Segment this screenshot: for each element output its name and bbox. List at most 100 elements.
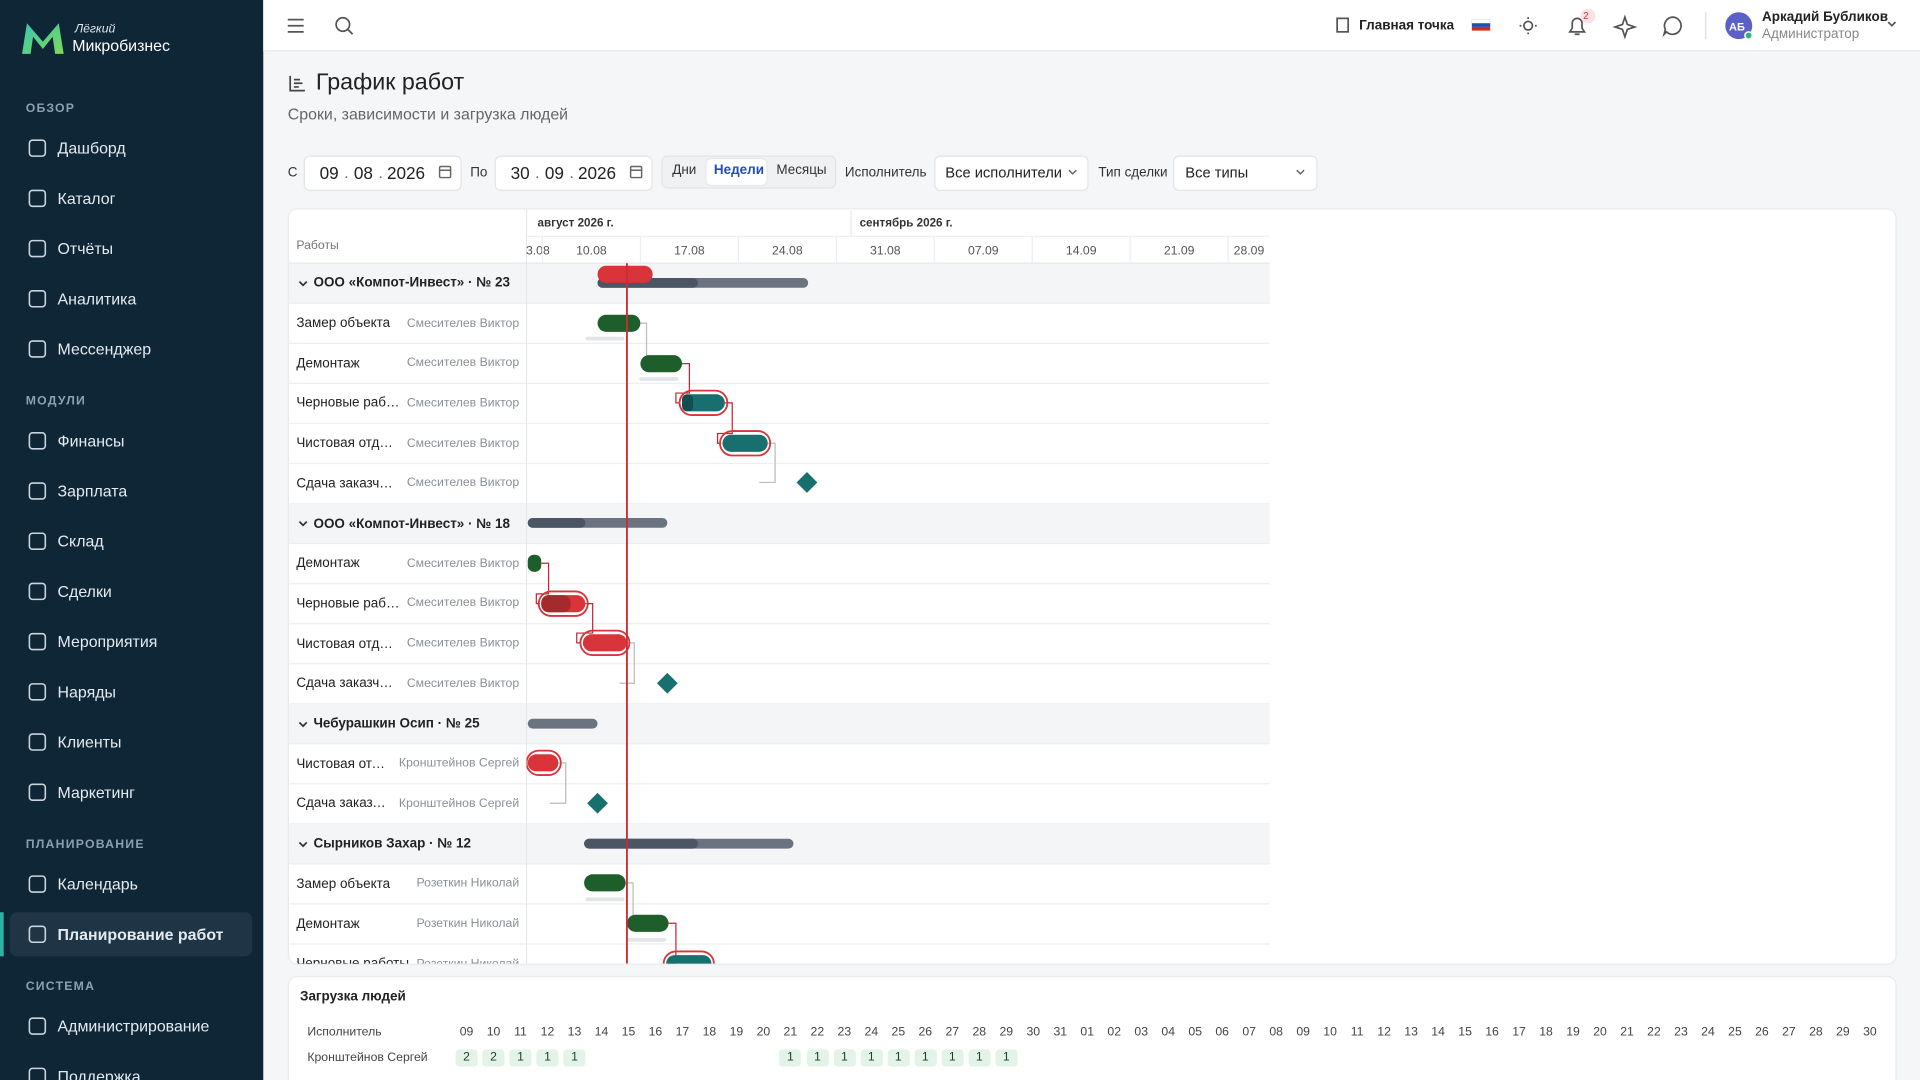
date-part[interactable]: 2026 — [577, 162, 617, 183]
task-row[interactable]: Чистовая отделка Смесителев Виктор — [288, 423, 527, 463]
task-row[interactable]: Демонтаж Смесителев Виктор — [288, 544, 527, 584]
nav-section-title: ПЛАНИРОВАНИЕ — [25, 838, 145, 852]
nav-item[interactable]: Дашборд — [57, 138, 126, 158]
group-row[interactable]: ООО «Компот-Инвест» · № 23 — [288, 263, 527, 303]
day-label: 26 — [1755, 1025, 1769, 1039]
date-part[interactable]: 09 — [319, 162, 339, 183]
task-row[interactable]: Демонтаж Розеткин Николай — [288, 904, 527, 944]
nav-item[interactable]: Мессенджер — [57, 339, 152, 359]
nav-item[interactable]: Мероприятия — [57, 632, 158, 651]
load-cell: 1 — [860, 1049, 883, 1067]
nav-item[interactable]: Каталог — [57, 189, 116, 208]
group-title: ООО «Компот-Инвест» · № 23 — [313, 275, 511, 291]
task-row[interactable]: Сдача заказчику Смесителев Виктор — [288, 664, 527, 704]
month-label: сентябрь 2026 г. — [860, 217, 953, 230]
flag[interactable] — [1471, 19, 1491, 31]
nav-icon — [28, 632, 47, 651]
group-row[interactable]: ООО «Компот-Инвест» · № 18 — [288, 503, 527, 543]
user-chevron[interactable] — [1887, 21, 1897, 27]
nav-icon — [28, 139, 47, 157]
nav-icon — [28, 532, 47, 550]
nav-icon — [28, 925, 47, 944]
nav-item[interactable]: Поддержка — [57, 1067, 141, 1080]
view-option[interactable]: Недели — [713, 162, 764, 178]
location-icon — [1336, 17, 1350, 33]
ai-icon[interactable] — [1612, 14, 1638, 40]
to-date[interactable] — [494, 155, 653, 192]
chevron[interactable] — [298, 839, 309, 850]
nav-item[interactable]: Календарь — [57, 874, 138, 894]
task-row[interactable]: Демонтаж Смесителев Виктор — [288, 343, 527, 383]
task-row[interactable]: Черновые работы Розеткин Николай — [288, 944, 527, 964]
chevron[interactable] — [298, 718, 309, 729]
task-row[interactable]: Чистовая отделка Кронштейнов Сергей — [288, 744, 527, 784]
day-label: 28 — [1809, 1025, 1823, 1039]
chevron[interactable] — [298, 278, 309, 289]
chevron[interactable] — [298, 518, 309, 529]
notification-count: 2 — [1583, 10, 1589, 22]
theme-icon[interactable] — [1519, 17, 1537, 35]
date-part[interactable]: 09 — [544, 162, 564, 183]
chevron-path — [298, 521, 308, 527]
group-row[interactable]: Чебурашкин Осип · № 25 — [288, 704, 527, 744]
task-assignee: Смесителев Виктор — [406, 356, 520, 371]
day-label: 15 — [621, 1025, 636, 1039]
task-name: Чистовая отделка — [296, 436, 400, 451]
task-row[interactable]: Замер объекта Розеткин Николай — [288, 864, 527, 904]
deal-type-select[interactable] — [1173, 155, 1318, 192]
nav-item[interactable]: Отчёты — [57, 239, 114, 258]
nav-item[interactable]: Финансы — [57, 431, 125, 451]
week-label: 31.08 — [870, 244, 901, 258]
day-label: 06 — [1215, 1025, 1229, 1039]
day-label: 11 — [514, 1025, 527, 1039]
search-icon[interactable] — [335, 16, 354, 35]
nav-item[interactable]: Клиенты — [57, 732, 122, 752]
task-row[interactable]: Черновые работы Смесителев Виктор — [288, 383, 527, 423]
task-row[interactable]: Сдача заказчику Кронштейнов Сергей — [288, 784, 527, 824]
bell-icon[interactable] — [1568, 17, 1587, 36]
nav-icon — [28, 683, 47, 701]
day-label: 19 — [729, 1025, 744, 1039]
date-part[interactable]: 08 — [353, 162, 373, 183]
menu-icon[interactable] — [287, 18, 304, 33]
task-row[interactable]: Черновые работы Смесителев Виктор — [288, 584, 527, 624]
nav-item[interactable]: Зарплата — [57, 481, 128, 501]
user-role: Администратор — [1762, 26, 1860, 42]
day-label: 16 — [1485, 1025, 1499, 1039]
from-date[interactable] — [303, 155, 462, 192]
executor-select[interactable] — [934, 155, 1089, 192]
brand-small: Лёгкий — [74, 22, 116, 37]
date-separator: . — [378, 163, 383, 182]
nav-item[interactable]: Администрирование — [57, 1016, 210, 1036]
executor-value[interactable]: Все исполнители — [945, 164, 1062, 182]
nav-icon — [28, 875, 47, 893]
view-option[interactable]: Месяцы — [776, 162, 827, 178]
week-label: 07.09 — [968, 244, 999, 258]
chat-icon[interactable] — [1662, 16, 1682, 38]
deal-type-value[interactable]: Все типы — [1185, 164, 1249, 182]
task-assignee: Смесителев Виктор — [406, 436, 520, 451]
day-label: 17 — [1512, 1025, 1526, 1039]
week-label: 03.08 — [519, 244, 550, 258]
group-row[interactable]: Сырников Захар · № 12 — [288, 824, 527, 864]
date-part[interactable]: 30 — [510, 162, 530, 183]
user-name: Аркадий Бубликов — [1762, 9, 1888, 25]
location[interactable]: Главная точка — [1359, 18, 1455, 34]
badge — [1580, 8, 1596, 24]
chevron-path — [298, 281, 308, 287]
nav-item[interactable]: Сделки — [57, 582, 112, 601]
task-row[interactable]: Замер объекта Смесителев Виктор — [288, 303, 527, 343]
nav-item[interactable]: Наряды — [57, 682, 116, 702]
load-cell: 1 — [833, 1049, 856, 1067]
task-row[interactable]: Чистовая отделка Смесителев Виктор — [288, 624, 527, 664]
task-row[interactable]: Сдача заказчику Смесителев Виктор — [288, 463, 527, 503]
view-option[interactable]: Дни — [672, 162, 697, 178]
nav-item[interactable]: Аналитика — [57, 289, 137, 308]
nav-item[interactable]: Маркетинг — [57, 783, 135, 802]
date-part[interactable]: 2026 — [386, 162, 426, 183]
nav-item[interactable]: Склад — [57, 532, 104, 551]
nav-item[interactable]: Планирование работ — [57, 925, 224, 944]
task-assignee: Розеткин Николай — [416, 877, 520, 891]
topbar-icons — [287, 8, 1897, 40]
